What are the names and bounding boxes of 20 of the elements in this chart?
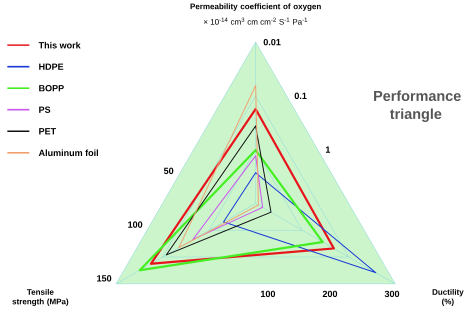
legend-label: BOPP (39, 84, 64, 92)
text: 100 (260, 290, 276, 297)
text: 200 (322, 290, 338, 297)
legend-label: PS (39, 106, 50, 113)
text: 100 (128, 221, 142, 228)
text: 50 (164, 168, 174, 174)
legend-label: This work (38, 42, 81, 48)
spoke-label: Tensile strength (MPa) (12, 288, 68, 306)
text: 150 (97, 275, 112, 282)
legend-label: PET (39, 128, 56, 134)
spoke-label: Ductility (%) (432, 288, 464, 306)
legend-label: Aluminum foil (38, 149, 98, 156)
text: 0.1 (294, 92, 307, 99)
text: Performance triangle (374, 90, 461, 122)
text: 0.01 (264, 38, 281, 46)
text: × 10$^{-14}$ cm$^{3}$ cm cm$^{-2}$ S$^{-1}$ Pa$^{-1}$ (204, 17, 308, 25)
legend-label: HDPE (39, 63, 64, 70)
spoke-label: Permeability coefficient of oxygen (190, 3, 321, 11)
text: 1 (326, 146, 330, 153)
text: 300 (384, 290, 400, 297)
